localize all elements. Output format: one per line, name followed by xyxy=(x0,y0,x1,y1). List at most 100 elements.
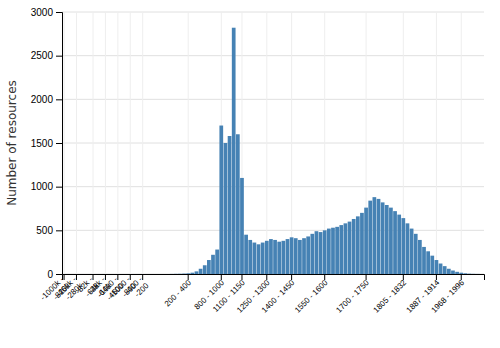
tick-mark xyxy=(291,274,292,280)
bar xyxy=(195,271,199,274)
bar xyxy=(315,231,319,274)
bar xyxy=(455,272,459,274)
bar xyxy=(95,274,99,275)
grid-line-x xyxy=(188,12,189,274)
grid-line-x xyxy=(93,12,94,274)
bar xyxy=(215,250,219,274)
tick: -400 --200 xyxy=(123,274,151,302)
bar xyxy=(190,273,194,274)
tick-mark xyxy=(266,274,267,280)
bar xyxy=(75,274,79,275)
bar xyxy=(364,208,368,274)
tick-mark xyxy=(93,274,94,280)
bar xyxy=(182,273,186,274)
bar xyxy=(157,274,161,275)
tick: 1805 - 1832 xyxy=(372,274,409,315)
bar xyxy=(178,273,182,274)
bar xyxy=(211,255,215,274)
bar xyxy=(443,266,447,274)
tick-label: 200 - 400 xyxy=(163,278,194,309)
bar xyxy=(137,274,141,275)
grid-line-x xyxy=(461,12,462,274)
bar xyxy=(385,205,389,274)
tick-label: 1550 - 1600 xyxy=(293,278,330,315)
bar xyxy=(99,274,103,275)
bar xyxy=(435,260,439,274)
tick-mark xyxy=(324,274,325,280)
bar xyxy=(352,219,356,274)
bar xyxy=(244,235,248,274)
bar xyxy=(310,234,314,274)
bar xyxy=(302,238,306,274)
bar xyxy=(306,236,310,274)
bar xyxy=(108,274,112,275)
grid-line-x xyxy=(117,12,118,274)
bar xyxy=(219,126,223,274)
tick-mark xyxy=(56,230,62,231)
tick-label: -400 --200 xyxy=(123,275,151,303)
tick-mark xyxy=(366,274,367,280)
tick-label: 0 xyxy=(47,269,53,280)
bar xyxy=(261,243,265,274)
bar xyxy=(128,274,132,275)
tick-mark xyxy=(105,274,106,280)
x-axis: -1000k --820k-460k --280k-82k --64k-28k … xyxy=(39,274,485,315)
bar xyxy=(120,274,124,275)
bar xyxy=(335,227,339,274)
grid-line-y xyxy=(62,99,484,100)
tick-label: 1805 - 1832 xyxy=(372,278,409,315)
bar xyxy=(410,229,414,274)
tick-mark xyxy=(461,274,462,280)
tick: 200 - 400 xyxy=(163,274,194,308)
grid-line-x xyxy=(130,12,131,274)
y-axis-title: Number of resources xyxy=(5,80,19,206)
grid-line-y xyxy=(62,143,484,144)
bar xyxy=(327,229,331,274)
tick: 1500 xyxy=(31,138,62,149)
bar xyxy=(265,241,269,274)
tick-label-line: -200 xyxy=(133,281,151,299)
bar xyxy=(406,223,410,274)
bar xyxy=(104,274,108,275)
tick-mark xyxy=(56,143,62,144)
bar xyxy=(472,273,476,274)
tick-mark xyxy=(130,274,131,280)
bar xyxy=(381,202,385,274)
bar xyxy=(397,215,401,274)
grid-line-x xyxy=(266,12,267,274)
tick-mark xyxy=(221,274,222,280)
bar xyxy=(228,136,232,274)
y-axis: 050010001500200025003000 xyxy=(31,7,63,280)
grid-line-y xyxy=(62,12,484,13)
bar xyxy=(393,211,397,274)
tick-label: 1700 - 1750 xyxy=(334,278,371,315)
tick-mark xyxy=(403,274,404,280)
tick-label-line: 1400 - 1450 xyxy=(260,278,297,315)
tick-mark xyxy=(142,274,143,280)
bar xyxy=(426,251,430,274)
bar xyxy=(141,274,145,275)
tick-mark xyxy=(117,274,118,280)
tick-label: 1500 xyxy=(31,138,54,149)
tick: 3000 xyxy=(31,7,62,18)
bar xyxy=(124,274,128,275)
tick: 1700 - 1750 xyxy=(334,274,371,315)
tick-mark xyxy=(241,274,242,280)
tick-label-line: 1550 - 1600 xyxy=(293,278,330,315)
tick-mark xyxy=(64,274,65,280)
tick-mark xyxy=(56,99,62,100)
tick-mark xyxy=(76,274,77,280)
bar xyxy=(389,208,393,274)
bar xyxy=(149,274,153,275)
bar xyxy=(294,238,298,274)
tick-mark xyxy=(188,274,189,280)
bar xyxy=(273,240,277,274)
tick: 2500 xyxy=(31,50,62,61)
bar xyxy=(232,28,236,274)
bar xyxy=(170,273,174,274)
bar xyxy=(133,274,137,275)
tick-label: 1968 - 1996 xyxy=(429,278,466,315)
bar xyxy=(174,273,178,274)
bar xyxy=(344,223,348,274)
tick-mark xyxy=(56,12,62,13)
